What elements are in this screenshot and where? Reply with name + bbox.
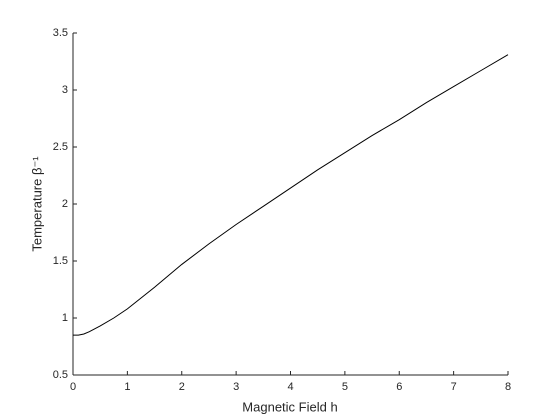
x-tick-label: 2 <box>179 381 185 393</box>
y-tick-label: 3 <box>62 84 68 96</box>
y-tick-label: 1.5 <box>53 255 68 267</box>
x-axis-label: Magnetic Field h <box>242 399 337 414</box>
data-line <box>73 54 509 336</box>
y-tick-label: 1 <box>62 312 68 324</box>
y-axis-label: Temperature β⁻¹ <box>29 156 44 252</box>
y-tick-label: 0.5 <box>53 369 68 381</box>
x-tick-label: 4 <box>287 381 293 393</box>
y-tick-label: 2 <box>62 198 68 210</box>
x-tick-label: 1 <box>124 381 130 393</box>
x-tick-label: 7 <box>451 381 457 393</box>
x-tick-label: 3 <box>233 381 239 393</box>
x-tick-label: 8 <box>505 381 511 393</box>
x-tick-label: 0 <box>70 381 76 393</box>
y-tick-label: 3.5 <box>53 27 68 39</box>
x-tick-label: 5 <box>342 381 348 393</box>
y-tick-label: 2.5 <box>53 141 68 153</box>
x-tick-label: 6 <box>396 381 402 393</box>
